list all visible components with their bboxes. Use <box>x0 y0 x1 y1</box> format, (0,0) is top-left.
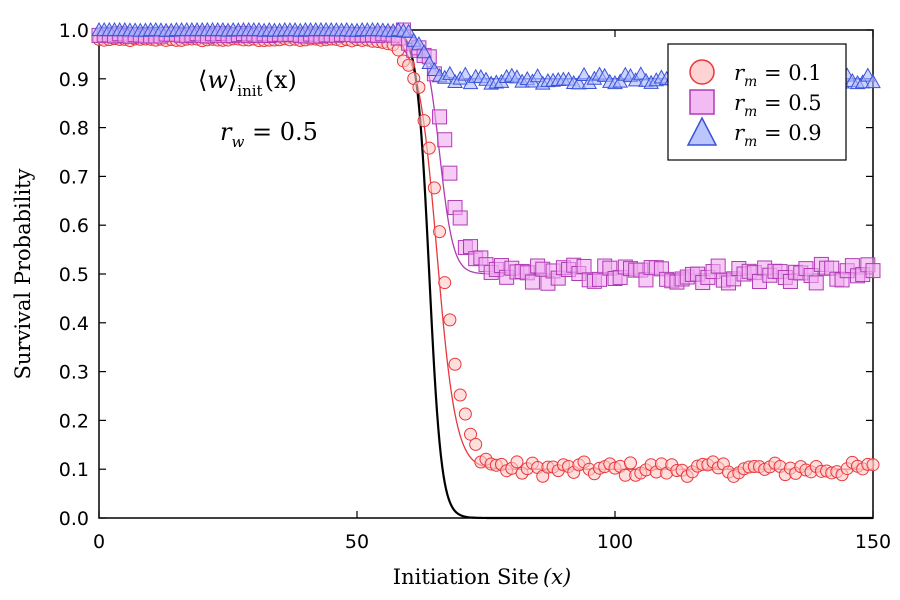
point-rm01 <box>438 276 452 290</box>
legend-label-rm05: rm = 0.5 <box>734 91 822 120</box>
point-rm09 <box>442 65 458 80</box>
point-rm09 <box>416 44 432 59</box>
y-tick-label: 0.5 <box>59 264 89 286</box>
point-rm05 <box>432 109 448 125</box>
point-rm05 <box>442 165 458 181</box>
point-rm09 <box>457 66 474 81</box>
y-tick-label: 0.4 <box>59 313 89 335</box>
y-tick-label: 0.3 <box>59 362 89 384</box>
point-rm05 <box>437 132 453 148</box>
legend-marker-triangle <box>686 116 718 146</box>
y-tick-label: 0.7 <box>59 166 89 188</box>
x-tick-label: 100 <box>597 531 633 553</box>
point-rm01 <box>458 407 472 421</box>
point-rm05 <box>865 263 881 279</box>
point-rm09 <box>865 74 881 89</box>
y-tick-label: 1.0 <box>59 20 89 42</box>
x-tick-label: 150 <box>855 531 891 553</box>
axis-ticks: 0 50 100 150 0.0 0.1 0.2 0.3 0.4 0.5 0.6 0.7 0.8 0.9 1… <box>59 20 891 553</box>
y-tick-label: 0.6 <box>59 215 89 237</box>
point-rm09 <box>576 66 592 81</box>
legend-label-rm09: rm = 0.9 <box>734 121 822 150</box>
point-rm01 <box>422 141 436 155</box>
point-rm01 <box>427 181 441 195</box>
annotation-rw: rw = 0.5 <box>220 118 318 151</box>
y-tick-label: 0.0 <box>59 508 89 530</box>
legend-marker-square <box>689 89 715 115</box>
point-rm09 <box>571 75 587 90</box>
point-rm05 <box>524 274 540 290</box>
point-rm01 <box>448 357 462 371</box>
y-axis-title: Survival Probability <box>11 168 35 379</box>
x-tick-label: 0 <box>93 531 105 553</box>
point-rm01 <box>510 455 524 469</box>
point-rm05 <box>452 210 468 226</box>
point-rm01 <box>464 427 478 441</box>
point-rm01 <box>402 58 416 72</box>
point-rm01 <box>433 225 447 239</box>
point-rm05 <box>710 258 726 274</box>
point-rm01 <box>412 80 426 94</box>
point-rm01 <box>453 388 467 402</box>
legend-marker-circle <box>689 59 715 85</box>
point-rm01 <box>417 114 431 128</box>
x-tick-label: 50 <box>345 531 369 553</box>
x-axis-title: Initiation Site (x) <box>393 565 571 589</box>
point-rm05 <box>808 275 824 291</box>
point-rm09 <box>400 23 417 38</box>
point-rm01 <box>469 437 483 451</box>
point-rm01 <box>623 456 637 470</box>
point-rm05 <box>576 258 592 274</box>
point-rm01 <box>443 313 457 327</box>
legend-label-rm01: rm = 0.1 <box>734 61 822 90</box>
y-tick-label: 0.8 <box>59 118 89 140</box>
y-tick-label: 0.1 <box>59 459 89 481</box>
y-tick-label: 0.2 <box>59 410 89 432</box>
legend: rm = 0.1 rm = 0.5 rm = 0.9 <box>667 43 847 161</box>
y-tick-label: 0.9 <box>59 69 89 91</box>
annotation: ⟨w⟩init(x) rw = 0.5 <box>198 66 318 151</box>
point-rm09 <box>411 36 427 51</box>
point-rm01 <box>866 458 880 472</box>
annotation-expectation: ⟨w⟩init(x) <box>198 66 297 100</box>
